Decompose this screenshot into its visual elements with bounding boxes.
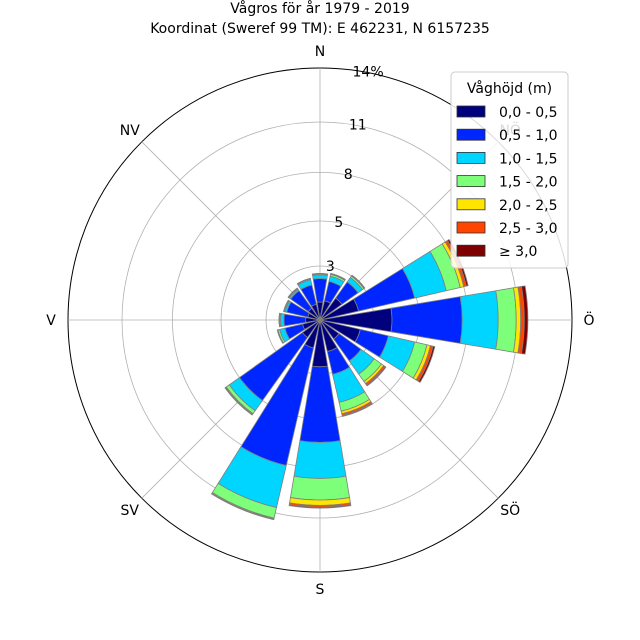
bar-SSÖ-s6 bbox=[341, 402, 373, 417]
bar-V-s6 bbox=[278, 312, 281, 328]
radial-tick-label-0: 3 bbox=[326, 259, 335, 275]
radial-tick-label-1: 5 bbox=[334, 215, 343, 231]
legend-label-1: 0,5 - 1,0 bbox=[499, 128, 557, 144]
bar-Ö-s6 bbox=[521, 285, 529, 355]
legend: Våghöjd (m) 0,0 - 0,5 0,5 - 1,0 1,0 - 1,5 1,… bbox=[450, 71, 569, 269]
bar-VSV-s6 bbox=[276, 329, 284, 344]
bar-S-s6 bbox=[288, 504, 352, 509]
bar-NNV-s6 bbox=[296, 277, 311, 285]
legend-label-2: 1,0 - 1,5 bbox=[499, 151, 557, 167]
compass-label-3: SÖ bbox=[500, 501, 520, 519]
legend-label-6: ≥ 3,0 bbox=[499, 244, 537, 260]
bar-S-s2 bbox=[293, 440, 347, 479]
bar-N-s6 bbox=[311, 272, 329, 275]
compass-label-0: N bbox=[315, 44, 325, 60]
bars-layer bbox=[211, 239, 529, 521]
axis-labels: NNÖÖSÖSSVVNV3581114% bbox=[46, 44, 594, 598]
chart-subtitle: Koordinat (Sweref 99 TM): E 462231, N 61… bbox=[150, 21, 490, 37]
radial-gridline bbox=[141, 141, 321, 321]
chart-title: Vågros för år 1979 - 2019 bbox=[230, 0, 409, 17]
legend-swatch-0 bbox=[456, 105, 486, 118]
legend-label-0: 0,0 - 0,5 bbox=[499, 105, 557, 121]
compass-label-5: SV bbox=[121, 503, 140, 519]
bar-S-s3 bbox=[290, 475, 350, 501]
bar-SÖ-s6 bbox=[366, 366, 387, 387]
bar-Ö-s1 bbox=[390, 296, 463, 344]
legend-swatch-3 bbox=[456, 175, 486, 188]
legend-title: Våghöjd (m) bbox=[467, 80, 552, 97]
compass-label-2: Ö bbox=[583, 311, 594, 329]
radial-tick-label-3: 11 bbox=[349, 118, 367, 134]
legend-swatch-4 bbox=[456, 198, 486, 211]
bar-NÖ-s6 bbox=[351, 274, 366, 289]
bar-NNÖ-s6 bbox=[330, 272, 346, 280]
legend-frame bbox=[450, 71, 569, 269]
compass-label-6: V bbox=[46, 313, 56, 329]
legend-swatch-6 bbox=[456, 244, 486, 257]
legend-swatch-1 bbox=[456, 128, 486, 141]
bar-SV-s6 bbox=[224, 387, 253, 416]
legend-swatch-2 bbox=[456, 151, 486, 164]
compass-label-4: S bbox=[316, 582, 325, 598]
bar-Ö-s3 bbox=[495, 287, 517, 353]
compass-label-7: NV bbox=[120, 123, 140, 139]
bar-VNV-s6 bbox=[283, 299, 289, 312]
legend-swatch-5 bbox=[456, 221, 486, 234]
legend-label-4: 2,0 - 2,5 bbox=[499, 198, 557, 214]
bar-SSV-s6 bbox=[211, 493, 275, 521]
radial-tick-label-4: 14% bbox=[353, 65, 384, 81]
legend-label-3: 1,5 - 2,0 bbox=[499, 175, 557, 191]
radial-tick-label-2: 8 bbox=[344, 167, 353, 183]
legend-label-5: 2,5 - 3,0 bbox=[499, 221, 557, 237]
bar-ÖSÖ-s6 bbox=[418, 345, 436, 383]
bar-Ö-s2 bbox=[459, 290, 499, 350]
bar-NV-s6 bbox=[287, 287, 298, 298]
